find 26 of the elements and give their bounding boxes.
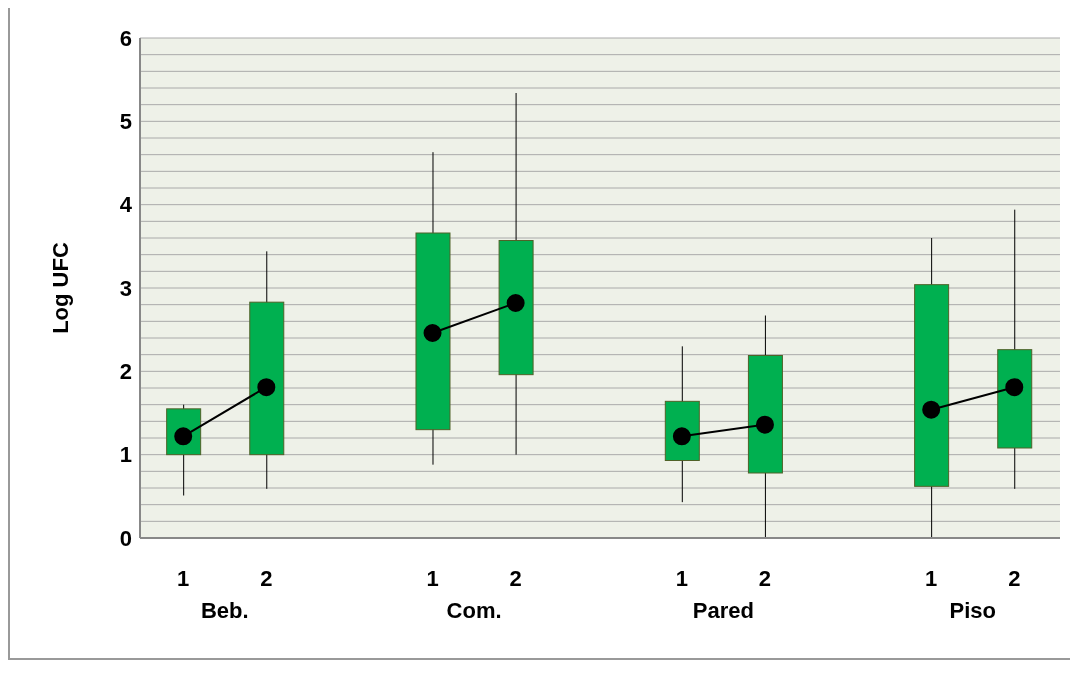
y-tick-label: 0: [119, 525, 132, 551]
text: Piso: [949, 598, 996, 623]
point: [922, 400, 941, 419]
point: [1005, 378, 1024, 397]
y-axis-title: Log UFC: [47, 242, 73, 334]
text: Com.: [446, 598, 502, 623]
x-tick-label: 1: [177, 566, 190, 591]
x-tick-label: 1: [925, 566, 938, 591]
text: Pared: [692, 598, 754, 623]
y-tick-label: 5: [119, 109, 132, 135]
y-tick-label: 6: [119, 25, 132, 51]
y-tick-label: 2: [119, 359, 132, 385]
x-tick-label: 2: [758, 566, 772, 591]
y-tick-label: 1: [119, 442, 132, 468]
point: [423, 324, 442, 342]
point: [755, 415, 774, 434]
x-tick-label: 2: [260, 566, 273, 591]
point: [506, 294, 525, 312]
x-tick-label: 1: [426, 566, 439, 591]
x-tick-label: 2: [509, 566, 522, 591]
point: [257, 378, 276, 397]
y-tick-label: 4: [119, 192, 133, 218]
y-tick-label: 3: [119, 275, 132, 301]
x-tick-label: 1: [675, 566, 688, 591]
text: Beb.: [200, 598, 249, 623]
x-tick-label: 2: [1008, 566, 1021, 591]
